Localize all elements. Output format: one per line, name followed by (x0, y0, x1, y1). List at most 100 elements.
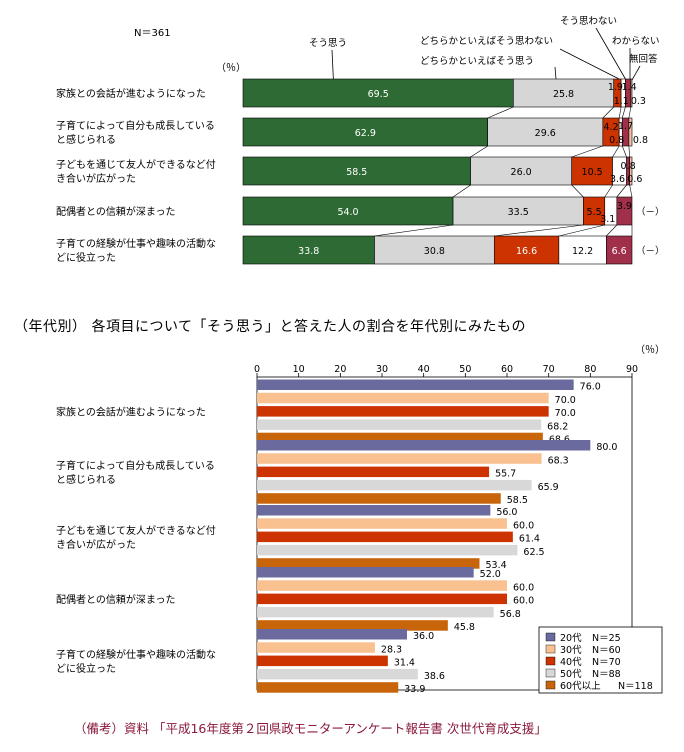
age-value-2-3: 62.5 (523, 547, 544, 558)
row-connector-2-0 (452, 184, 471, 198)
age-value-2-4: 53.4 (486, 560, 507, 571)
row-connector-1-2 (612, 145, 620, 158)
series-header-4: わからない (612, 36, 660, 47)
age-value-2-2: 61.4 (519, 534, 540, 545)
legend-label-4: 60代以上 (560, 681, 601, 692)
legend-n-3: N＝88 (592, 669, 621, 680)
stacked-bar-0-5 (630, 78, 633, 108)
stacked-bar-4-3 (558, 235, 607, 265)
row-connector-0-4 (628, 106, 632, 119)
legend-swatch-1 (545, 644, 556, 654)
stacked-value-3-1: 33.5 (508, 207, 529, 218)
stacked-value-3-0: 54.0 (337, 207, 358, 218)
age-bar-4-0 (257, 629, 407, 640)
top-category-label-4-1: どに役立った (56, 251, 116, 264)
stacked-bar-2-5 (629, 156, 633, 186)
x-tick-label-2: 20 (334, 364, 346, 375)
row-connector-3-3 (606, 224, 618, 237)
missing-value-label-3: （－） (636, 206, 665, 218)
age-bar-2-3 (257, 544, 518, 556)
age-bar-2-1 (257, 518, 507, 529)
age-legend (538, 626, 663, 694)
stacked-value-1-4: 1.7 (618, 121, 633, 132)
age-value-0-3: 68.2 (547, 421, 568, 432)
age-value-3-1: 60.0 (513, 582, 534, 593)
age-bar-0-4 (257, 432, 543, 444)
header-leader-line-1 (559, 48, 622, 81)
age-category-label-3-0: 配偶者との信頼が深まった (56, 593, 176, 606)
top-category-label-0-0: 家族との会話が進むようになった (56, 87, 206, 100)
age-value-4-1: 28.3 (381, 644, 402, 655)
legend-n-0: N＝25 (592, 633, 621, 644)
row-connector-0-0 (487, 106, 514, 119)
row-connector-3-0 (374, 224, 454, 237)
age-value-0-0: 76.0 (580, 382, 601, 393)
stacked-value-0-3: 1.1 (614, 96, 629, 107)
age-value-0-1: 70.0 (555, 395, 576, 406)
age-value-4-4: 33.9 (404, 684, 425, 695)
x-tick-label-8: 80 (584, 364, 596, 375)
age-bar-4-3 (257, 668, 418, 680)
series-header-1: どちらかといえばそう思わない (420, 36, 553, 47)
age-category-label-1-0: 子育てによって自分も成長している (56, 459, 215, 472)
age-percent-unit-label: （％） (635, 344, 665, 356)
legend-n-4: N＝118 (618, 681, 653, 692)
x-tick-label-9: 90 (626, 364, 638, 375)
stacked-bar-1-5 (628, 117, 633, 147)
age-value-1-4: 58.5 (507, 495, 528, 506)
x-tick-label-6: 60 (501, 364, 513, 375)
stacked-value-4-3: 12.2 (572, 246, 593, 257)
row-connector-3-2 (558, 224, 605, 237)
stacked-value-0-1: 25.8 (553, 89, 574, 100)
age-category-label-1-1: と感じられる (56, 473, 116, 486)
stacked-value-2-2: 10.5 (582, 167, 603, 178)
percent-unit-label: （％） (216, 62, 246, 74)
age-category-label-2-0: 子どもを通じて友人ができるなど付 (56, 524, 216, 537)
series-header-0: そう思う (309, 38, 347, 49)
row-connector-3-1 (494, 224, 584, 237)
stacked-value-1-5: 0.8 (633, 135, 648, 146)
age-bar-0-0 (257, 379, 574, 390)
x-tick-label-1: 10 (293, 364, 305, 375)
age-bar-3-2 (257, 593, 507, 605)
age-category-label-0-0: 家族との会話が進むようになった (56, 405, 206, 418)
stacked-value-4-0: 33.8 (298, 246, 319, 257)
age-bar-2-4 (257, 558, 480, 569)
x-tick-label-0: 0 (254, 364, 260, 375)
age-value-4-0: 36.0 (413, 631, 434, 642)
age-value-1-2: 55.7 (495, 469, 516, 480)
series-header-3: そう思わない (560, 16, 617, 27)
top-category-label-3-0: 配偶者との信頼が深まった (56, 205, 176, 218)
stacked-value-2-5: 0.6 (627, 174, 642, 185)
age-bar-1-3 (257, 479, 532, 491)
age-bar-3-1 (257, 580, 507, 591)
stacked-bar-2-1 (470, 156, 573, 186)
stacked-bar-2-0 (242, 156, 471, 186)
row-connector-2-4 (629, 184, 633, 198)
legend-label-3: 50代 (560, 669, 582, 680)
stacked-value-2-0: 58.5 (346, 167, 367, 178)
age-value-1-0: 80.0 (596, 442, 617, 453)
age-bar-2-2 (257, 531, 513, 543)
stacked-value-3-4: 3.9 (617, 201, 632, 212)
age-value-1-3: 65.9 (538, 482, 559, 493)
age-value-3-2: 60.0 (513, 596, 534, 607)
stacked-value-1-3: 0.8 (609, 135, 624, 146)
stacked-value-3-3: 3.1 (600, 214, 615, 225)
legend-swatch-0 (545, 632, 556, 642)
stacked-value-1-2: 4.2 (603, 122, 618, 133)
legend-label-1: 30代 (560, 645, 582, 656)
legend-swatch-3 (545, 668, 556, 678)
age-value-2-1: 60.0 (513, 520, 534, 531)
age-value-3-3: 56.8 (500, 609, 521, 620)
top-category-label-1-1: と感じられる (56, 133, 116, 146)
age-bar-0-1 (257, 392, 549, 404)
stacked-bar-3-4 (616, 196, 633, 226)
age-bar-0-3 (257, 419, 542, 430)
stacked-bar-1-1 (487, 117, 604, 147)
sample-size-label: N＝361 (134, 28, 171, 39)
age-category-label-2-1: き合いが広がった (56, 538, 136, 551)
x-tick-label-5: 50 (459, 364, 471, 375)
